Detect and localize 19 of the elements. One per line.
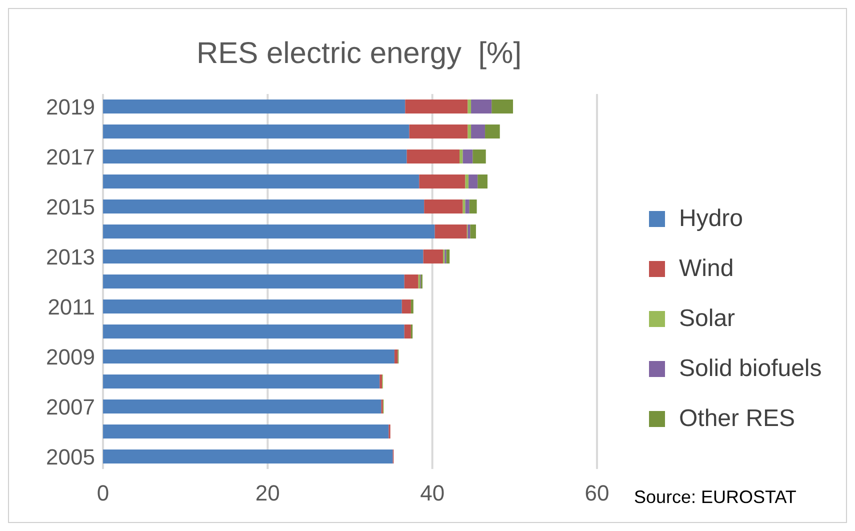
legend-label: Solar [679, 305, 736, 333]
chart-title: RES electric energy [%] [195, 37, 523, 71]
y-tick-label: 2013 [46, 244, 95, 270]
legend-label: Other RES [679, 405, 796, 433]
legend-label: Wind [679, 255, 734, 283]
y-tick-label: 2011 [48, 294, 95, 320]
x-tick-label: 40 [420, 480, 445, 506]
x-tick-label: 20 [255, 480, 280, 506]
source-note: Source: EUROSTAT [634, 487, 796, 508]
y-tick-label: 2015 [46, 194, 95, 220]
x-tick-label: 0 [96, 480, 110, 506]
y-tick-label: 2017 [46, 144, 95, 170]
y-tick-label: 2009 [46, 344, 95, 370]
y-tick-label: 2005 [46, 444, 95, 470]
y-tick-label: 2019 [46, 94, 95, 120]
legend-label: Solid biofuels [679, 355, 822, 383]
y-tick-label: 2007 [46, 394, 95, 420]
legend-label: Hydro [679, 205, 744, 233]
x-tick-label: 60 [584, 480, 610, 506]
